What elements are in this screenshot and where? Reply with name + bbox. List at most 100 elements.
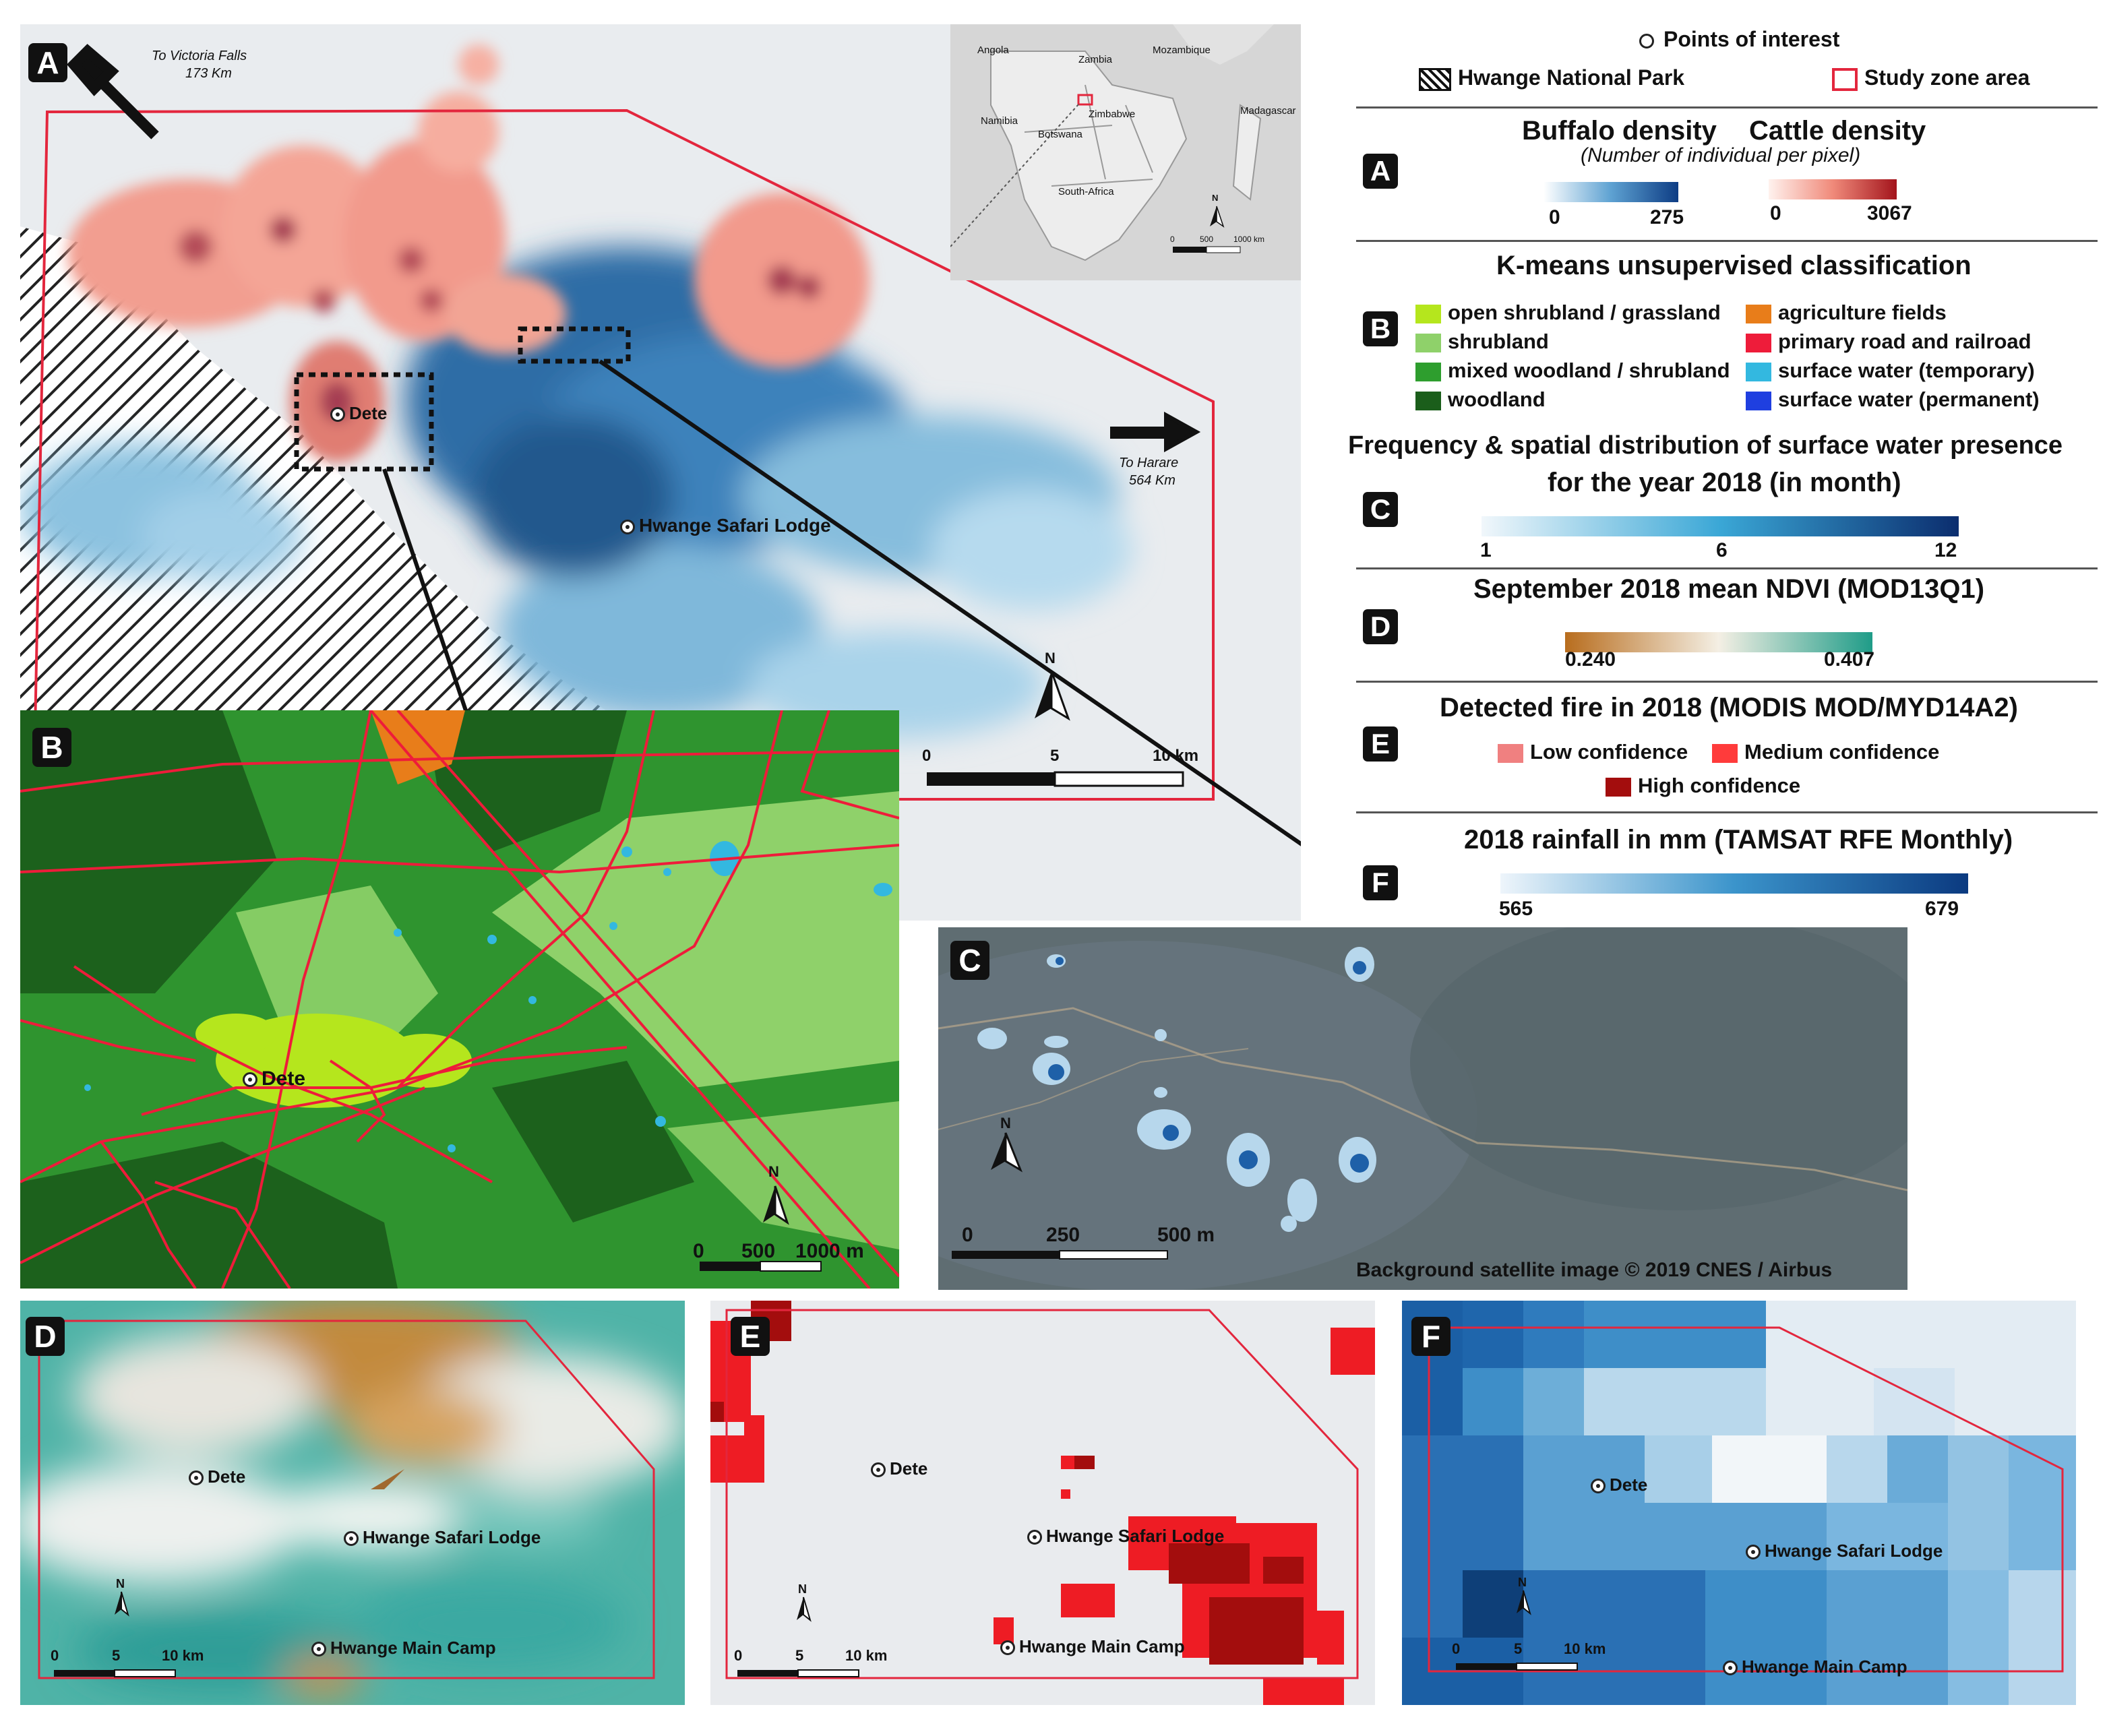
inset-namibia: Namibia	[981, 115, 1018, 127]
arrow-to-victoria-icon	[67, 44, 159, 140]
panel-f-map: F Dete Hwange Safari Lodge Hwange Main C…	[1402, 1301, 2076, 1705]
class-swatch-icon	[1415, 362, 1441, 381]
inset-scale-1000: 1000 km	[1233, 235, 1265, 244]
poi-dete-d: Dete	[189, 1466, 245, 1487]
cattle-colorbar	[1769, 179, 1897, 199]
poi-marker-icon	[1027, 1530, 1042, 1545]
fire-low-label: Low confidence	[1530, 740, 1688, 764]
fire-high-label: High confidence	[1638, 774, 1801, 797]
north-arrow-icon	[991, 1132, 1023, 1173]
legend-study-label: Study zone area	[1864, 65, 2030, 90]
legend-ndvi-title: September 2018 mean NDVI (MOD13Q1)	[1473, 574, 1985, 604]
inset-south-africa: South-Africa	[1058, 186, 1114, 197]
north-arrow-icon	[1517, 1590, 1531, 1615]
fire-swatch-icon	[1712, 743, 1738, 763]
inset-botswana: Botswana	[1038, 129, 1082, 140]
scale-bar-a	[927, 771, 1184, 787]
legend-rainfall-title: 2018 rainfall in mm (TAMSAT RFE Monthly)	[1464, 825, 2013, 855]
scale-f-0: 0	[1452, 1640, 1461, 1657]
water-tick-12: 12	[1934, 539, 1957, 561]
legend-badge-f: F	[1363, 865, 1398, 900]
poi-safari-lodge-label: Hwange Safari Lodge	[639, 515, 831, 536]
scale-d-10: 10 km	[162, 1647, 204, 1664]
inset-madagascar: Madagascar	[1240, 105, 1296, 117]
scale-tick-0: 0	[922, 747, 932, 765]
rainfall-colorbar	[1500, 873, 1968, 894]
poi-dete-b: Dete	[243, 1067, 305, 1090]
legend-badge-a: A	[1363, 154, 1398, 189]
poi-dete-label: Dete	[1610, 1475, 1648, 1495]
class-swatch-icon	[1746, 304, 1771, 323]
north-arrow-icon	[763, 1185, 789, 1225]
poi-dete-label: Dete	[262, 1067, 306, 1090]
legend-divider	[1356, 240, 2098, 242]
panel-d-graphic	[20, 1301, 685, 1705]
class-swatch-icon	[1746, 333, 1771, 352]
zoom-box-c	[518, 326, 631, 364]
north-label-e: N	[798, 1582, 807, 1596]
poi-dete-label: Dete	[349, 403, 388, 423]
scale-bar-f	[1456, 1663, 1578, 1671]
inset-scale-500: 500	[1200, 235, 1214, 244]
legend-class-0: open shrubland / grassland	[1415, 301, 1721, 325]
legend-cattle-title: Cattle density	[1749, 116, 1926, 146]
scale-e-0: 0	[734, 1647, 743, 1664]
north-label-f: N	[1518, 1576, 1527, 1589]
harare-km-label: 564 Km	[1129, 473, 1175, 488]
poi-safari-lodge-e: Hwange Safari Lodge	[1027, 1526, 1224, 1547]
inset-zambia: Zambia	[1078, 54, 1113, 65]
panel-c-graphic	[938, 927, 1907, 1290]
hatch-swatch-icon	[1419, 67, 1451, 91]
rainfall-min: 565	[1499, 898, 1533, 920]
class-swatch-icon	[1415, 391, 1441, 410]
buffalo-colorbar	[1544, 182, 1678, 202]
poi-marker-icon	[1723, 1661, 1738, 1676]
water-tick-1: 1	[1480, 539, 1492, 561]
poi-safari-lodge-d: Hwange Safari Lodge	[344, 1527, 541, 1548]
north-label-a: N	[1045, 650, 1056, 666]
scale-c-0: 0	[962, 1224, 973, 1246]
scale-d-5: 5	[112, 1647, 121, 1664]
north-arrow-icon	[1035, 671, 1070, 721]
legend-divider	[1356, 567, 2098, 569]
inset-scale-0: 0	[1170, 235, 1175, 244]
class-swatch-icon	[1746, 391, 1771, 410]
class-label: surface water (permanent)	[1778, 388, 2040, 411]
study-zone-swatch-icon	[1832, 67, 1858, 91]
poi-marker-icon	[620, 519, 635, 534]
class-swatch-icon	[1415, 333, 1441, 352]
north-label-c: N	[1000, 1115, 1011, 1132]
class-swatch-icon	[1746, 362, 1771, 381]
poi-safari-lodge-f: Hwange Safari Lodge	[1746, 1541, 1943, 1561]
scale-e-5: 5	[795, 1647, 804, 1664]
scale-c-500: 500 m	[1157, 1224, 1215, 1246]
scale-f-5: 5	[1514, 1640, 1523, 1657]
scale-tick-10: 10 km	[1153, 747, 1199, 765]
legend-class-1: shrubland	[1415, 330, 1549, 354]
to-victoria-label: To Victoria Falls	[152, 49, 247, 63]
class-label: shrubland	[1448, 330, 1549, 353]
legend-kmeans-title: K-means unsupervised classification	[1496, 251, 1972, 280]
legend-park-label: Hwange National Park	[1458, 65, 1685, 90]
poi-dete-label: Dete	[208, 1466, 246, 1487]
legend-class-2: mixed woodland / shrubland	[1415, 359, 1730, 383]
ndvi-colorbar	[1565, 632, 1872, 652]
victoria-km-label: 173 Km	[185, 66, 232, 81]
scale-bar-c	[952, 1250, 1168, 1260]
poi-main-camp-e: Hwange Main Camp	[1000, 1636, 1185, 1657]
legend-badge-c: C	[1363, 492, 1398, 527]
north-label-b: N	[768, 1163, 779, 1180]
fire-medium-label: Medium confidence	[1744, 740, 1940, 764]
poi-safari-lodge-a: Hwange Safari Lodge	[620, 515, 831, 536]
panel-d-badge: D	[26, 1317, 65, 1356]
poi-safari-lodge-label: Hwange Safari Lodge	[1046, 1526, 1225, 1546]
poi-marker-icon	[243, 1072, 257, 1088]
inset-zimbabwe: Zimbabwe	[1089, 108, 1136, 120]
study-zone-outline	[32, 108, 1215, 801]
cattle-min: 0	[1770, 202, 1781, 224]
panel-a-badge: A	[28, 43, 67, 82]
panel-b-badge: B	[32, 728, 71, 767]
legend-poi: Points of interest	[1639, 27, 1839, 52]
poi-dete-e: Dete	[871, 1458, 927, 1479]
poi-marker-icon	[1000, 1640, 1015, 1656]
